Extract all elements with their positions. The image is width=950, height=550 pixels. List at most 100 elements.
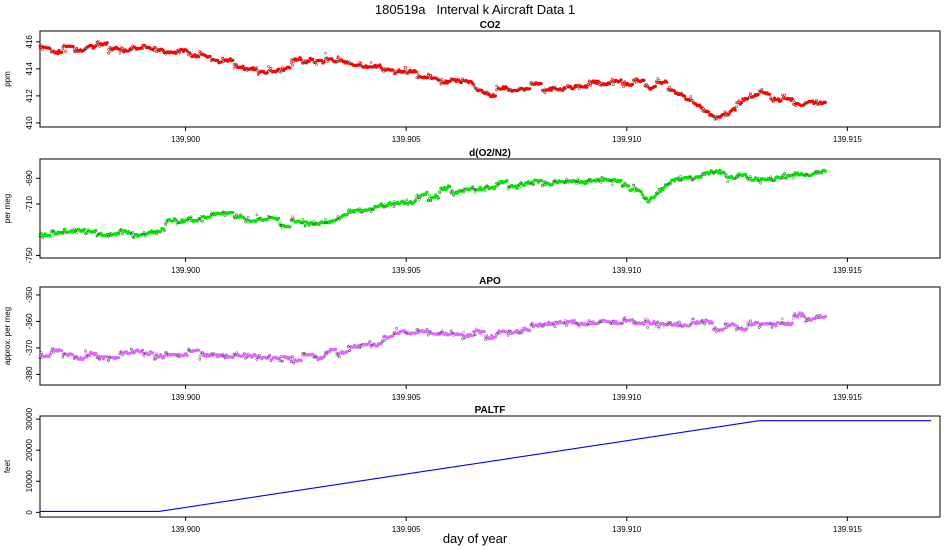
panel-2-point xyxy=(288,356,292,360)
panel-2-point xyxy=(678,320,681,324)
panel-0-point xyxy=(241,64,245,68)
panel-2-point xyxy=(440,329,444,333)
panel-1-point xyxy=(448,185,452,189)
panel-0-point xyxy=(312,60,316,64)
panel-0-xtick-label: 139.905 xyxy=(392,135,421,144)
panel-2-point xyxy=(577,325,581,328)
panel-1-point xyxy=(132,235,136,239)
panel-2-point xyxy=(415,328,419,331)
panel-1-point xyxy=(641,193,645,197)
panel-2-point xyxy=(572,318,576,323)
panel-0-point xyxy=(56,52,60,56)
panel-1-point xyxy=(153,232,157,235)
panel-0-point xyxy=(596,79,600,83)
panel-1-point xyxy=(619,178,623,182)
panel-0-point xyxy=(771,100,775,104)
panel-1-point xyxy=(346,211,350,215)
panel-2-point xyxy=(769,322,773,326)
panel-0-point xyxy=(393,72,397,75)
panel-2-point xyxy=(85,354,89,358)
panel-1-ylabel: per meg xyxy=(3,194,12,223)
panel-2-point xyxy=(84,352,88,356)
panel-0-point xyxy=(326,60,330,63)
panel-1-point xyxy=(428,193,431,197)
panel-1-point xyxy=(234,216,237,220)
panel-0-point xyxy=(131,47,134,51)
panel-2-point xyxy=(746,324,750,327)
panel-1-point xyxy=(598,179,601,182)
panel-2-point xyxy=(689,322,693,326)
panel-2-point xyxy=(472,330,476,334)
panel-2-point xyxy=(623,317,627,320)
panel-2-point xyxy=(472,329,476,333)
panel-2-point xyxy=(496,331,500,335)
panel-1-point xyxy=(303,224,307,228)
panel-0-point xyxy=(255,68,259,72)
panel-1-point xyxy=(472,187,476,191)
panel-0-point xyxy=(609,80,613,83)
panel-0-point xyxy=(699,106,703,110)
panel-2-point xyxy=(97,354,100,358)
panel-2-point xyxy=(770,326,774,329)
panel-0-point xyxy=(440,77,444,81)
panel-2-point xyxy=(107,359,110,363)
panel-0-point xyxy=(612,83,615,87)
panel-2-point xyxy=(780,317,784,321)
panel-0-point xyxy=(311,57,315,61)
panel-1-point xyxy=(449,191,453,195)
panel-2-xtick-label: 139.900 xyxy=(171,393,200,402)
panel-0-point xyxy=(267,65,270,68)
panel-0-point xyxy=(740,100,744,105)
panel-1-point xyxy=(417,197,421,201)
panel-1-point xyxy=(699,175,703,179)
panel-0-point xyxy=(139,46,144,50)
panel-2-point xyxy=(38,356,42,360)
panel-2-point xyxy=(131,348,135,352)
panel-3-xtick-label: 139.915 xyxy=(833,525,862,534)
panel-2-point xyxy=(334,347,338,352)
panel-2-point xyxy=(565,324,568,327)
panel-2-point xyxy=(477,328,481,333)
panel-0-point xyxy=(792,99,795,102)
panel-1-point xyxy=(334,218,338,222)
panel-2-point xyxy=(700,318,704,322)
panel-2-point xyxy=(84,349,88,353)
panel-1-point xyxy=(438,189,442,193)
panel-1-point xyxy=(516,184,520,188)
panel-0-point xyxy=(288,66,292,70)
panel-1-point xyxy=(769,175,773,179)
panel-2-point xyxy=(749,321,752,325)
panel-0-point xyxy=(439,82,443,86)
panel-1-point xyxy=(745,175,749,179)
panel-1-point xyxy=(142,231,146,234)
panel-1-point xyxy=(180,218,184,222)
panel-2-point xyxy=(736,324,740,328)
panel-0-point xyxy=(783,93,787,97)
panel-1-title: d(O2/N2) xyxy=(469,148,511,159)
panel-0-point xyxy=(324,51,327,55)
panel-0-point xyxy=(623,81,627,84)
panel-1-point xyxy=(426,199,430,203)
panel-1-frame xyxy=(39,158,941,259)
panel-0-point xyxy=(472,83,476,87)
panel-2-point xyxy=(586,319,590,323)
panel-1-point xyxy=(726,180,729,183)
panel-2-point xyxy=(473,333,477,337)
panel-0-point xyxy=(589,84,593,87)
panel-1-point xyxy=(301,217,305,221)
panel-2-point xyxy=(311,352,315,356)
panel-2-point xyxy=(142,355,146,358)
panel-2-point xyxy=(756,321,760,325)
panel-0-point xyxy=(415,76,419,79)
panel-1-point xyxy=(515,186,519,190)
panel-0-point xyxy=(733,108,737,112)
panel-0-point xyxy=(279,70,283,74)
panel-2-point xyxy=(323,350,327,354)
panel-0-point xyxy=(736,101,740,105)
panel-2-point xyxy=(539,323,543,327)
panel-0-point xyxy=(474,86,478,90)
panel-2-point xyxy=(369,345,373,349)
panel-2-point xyxy=(655,325,659,329)
panel-1-point xyxy=(600,175,604,179)
